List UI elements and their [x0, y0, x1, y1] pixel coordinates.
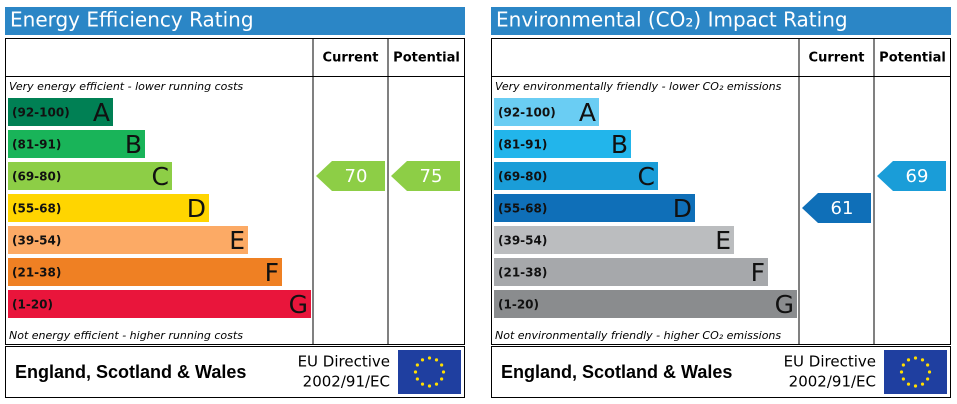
top-note: Very environmentally friendly - lower CO…	[495, 80, 782, 93]
rating-value: 70	[345, 166, 368, 187]
band-range: (81-91)	[12, 138, 61, 152]
band-letter: B	[611, 130, 628, 159]
eu-star	[901, 377, 905, 381]
title-bar	[491, 7, 951, 35]
rating-band	[8, 258, 282, 286]
band-letter: F	[265, 258, 279, 287]
footer-directive: EU Directive	[298, 353, 390, 371]
rating-band	[494, 290, 797, 318]
eu-star	[927, 370, 932, 374]
footer-directive-no: 2002/91/EC	[789, 373, 876, 391]
column-header: Potential	[393, 51, 460, 66]
footer-directive: EU Directive	[784, 353, 876, 371]
eu-star	[427, 384, 432, 388]
eu-star	[906, 382, 911, 386]
panel-title: Energy Efficiency Rating	[10, 8, 254, 32]
eu-star	[440, 377, 444, 381]
eu-star	[920, 358, 925, 362]
eu-star	[899, 370, 904, 374]
band-letter: D	[673, 194, 692, 223]
band-range: (55-68)	[12, 202, 61, 216]
rating-value: 69	[906, 166, 929, 187]
footer-frame	[491, 346, 951, 398]
rating-arrow	[802, 193, 871, 223]
eu-star	[434, 382, 439, 386]
rating-band	[494, 162, 658, 190]
rating-band	[8, 98, 113, 126]
eu-star	[901, 363, 905, 367]
column-header: Current	[809, 51, 865, 66]
rating-band	[494, 258, 768, 286]
eu-star	[415, 377, 419, 381]
rating-value: 75	[420, 166, 443, 187]
band-range: (81-91)	[498, 138, 547, 152]
rating-arrow	[877, 161, 946, 191]
footer-region: England, Scotland & Wales	[15, 362, 246, 382]
band-range: (92-100)	[498, 106, 556, 120]
eu-star	[441, 370, 446, 374]
rating-value: 61	[831, 198, 854, 219]
eu-star	[906, 358, 911, 362]
band-letter: A	[93, 98, 110, 127]
band-letter: C	[152, 162, 169, 191]
band-range: (69-80)	[498, 170, 547, 184]
top-note: Very energy efficient - lower running co…	[9, 80, 243, 93]
band-letter: F	[751, 258, 765, 287]
eu-star	[420, 358, 425, 362]
band-range: (69-80)	[12, 170, 61, 184]
band-range: (92-100)	[12, 106, 70, 120]
panel-title: Environmental (CO₂) Impact Rating	[496, 8, 848, 32]
band-letter: E	[229, 226, 245, 255]
band-letter: D	[187, 194, 206, 223]
rating-band	[8, 130, 145, 158]
rating-band	[494, 226, 734, 254]
rating-panel: Energy Efficiency Rating Current Potential…	[5, 7, 465, 398]
rating-band	[494, 130, 631, 158]
band-letter: A	[579, 98, 596, 127]
band-letter: C	[638, 162, 655, 191]
band-range: (21-38)	[498, 266, 547, 280]
rating-arrow	[316, 161, 385, 191]
eu-star	[913, 356, 918, 360]
band-letter: E	[715, 226, 731, 255]
footer-region: England, Scotland & Wales	[501, 362, 732, 382]
rating-band	[494, 194, 695, 222]
eu-star	[440, 363, 444, 367]
rating-panel: Environmental (CO₂) Impact Rating Current…	[491, 7, 951, 398]
eu-star	[415, 363, 419, 367]
footer-directive-no: 2002/91/EC	[303, 373, 390, 391]
title-bar	[5, 7, 465, 35]
footer-frame	[5, 346, 465, 398]
band-letter: B	[125, 130, 142, 159]
eu-star	[427, 356, 432, 360]
eu-star	[413, 370, 418, 374]
eu-star	[920, 382, 925, 386]
band-range: (1-20)	[12, 298, 53, 312]
band-range: (39-54)	[498, 234, 547, 248]
band-range: (21-38)	[12, 266, 61, 280]
bottom-note: Not energy efficient - higher running co…	[9, 329, 243, 342]
column-header: Current	[323, 51, 379, 66]
band-letter: G	[289, 290, 308, 319]
rating-band	[8, 226, 248, 254]
band-range: (55-68)	[498, 202, 547, 216]
band-range: (39-54)	[12, 234, 61, 248]
eu-star	[926, 377, 930, 381]
rating-band	[8, 194, 209, 222]
band-letter: G	[775, 290, 794, 319]
rating-band	[8, 290, 311, 318]
bottom-note: Not environmentally friendly - higher CO…	[495, 329, 781, 342]
eu-star	[434, 358, 439, 362]
eu-star	[926, 363, 930, 367]
column-header: Potential	[879, 51, 946, 66]
rating-arrow	[391, 161, 460, 191]
eu-star	[913, 384, 918, 388]
eu-star	[420, 382, 425, 386]
rating-band	[494, 98, 599, 126]
band-range: (1-20)	[498, 298, 539, 312]
rating-band	[8, 162, 172, 190]
